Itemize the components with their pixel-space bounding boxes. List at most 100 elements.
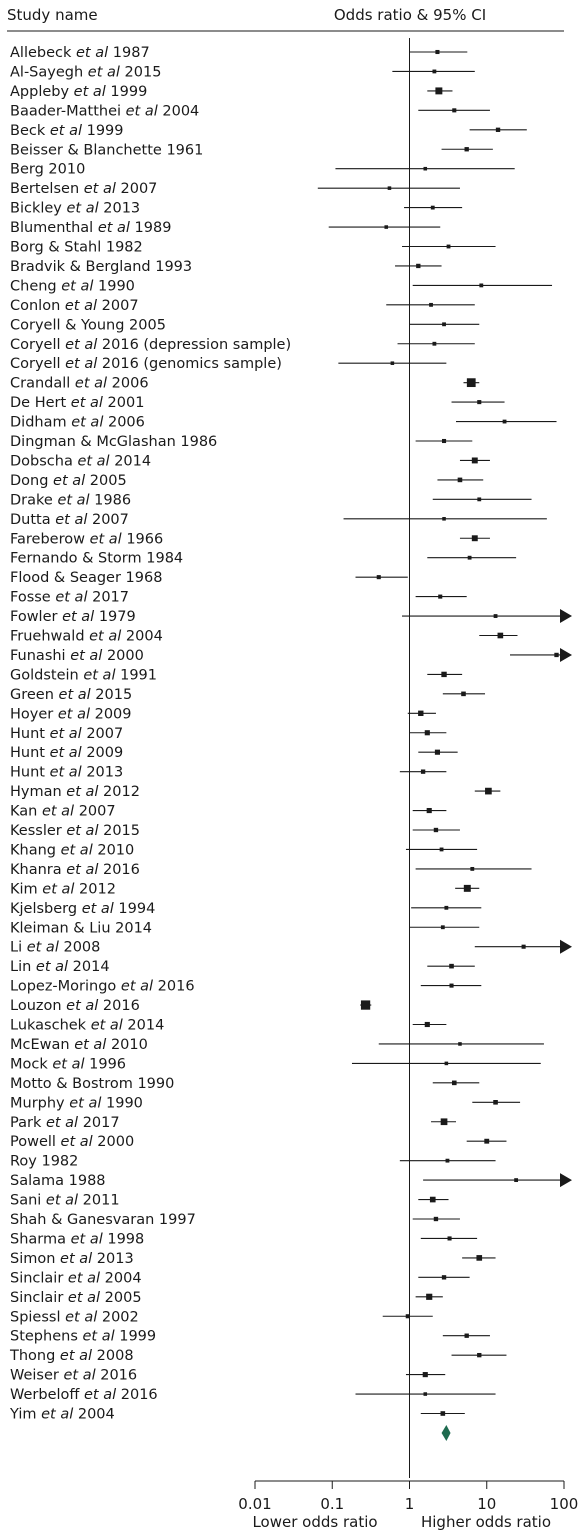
study-label-name: Thong: [9, 1348, 60, 1364]
study-label: Khang et al 2010: [10, 842, 134, 858]
study-label: Fosse et al 2017: [10, 590, 129, 606]
study-label: McEwan et al 2010: [10, 1037, 148, 1053]
odds-ratio-point: [432, 341, 437, 346]
study-label-name: Hyman: [10, 784, 66, 800]
study-label-et-al: et al: [66, 862, 98, 878]
study-label-year: 2004: [100, 1270, 142, 1286]
study-label-et-al: et al: [74, 84, 106, 100]
odds-ratio-point: [445, 1158, 450, 1163]
study-label-et-al: et al: [60, 1251, 92, 1267]
study-label-year: 2012: [98, 784, 140, 800]
study-label-year: 2016: [116, 1387, 158, 1403]
study-label: Yim et al 2004: [9, 1407, 115, 1423]
study-label: Lopez-Moringo et al 2016: [10, 979, 195, 995]
study-label: Hunt et al 2007: [10, 726, 123, 742]
study-row: Motto & Bostrom 1990: [10, 1076, 480, 1092]
study-row: Al-Sayegh et al 2015: [10, 64, 475, 80]
study-row: Fosse et al 2017: [10, 590, 467, 606]
study-label: Kleiman & Liu 2014: [10, 920, 152, 936]
study-label: Drake et al 1986: [10, 492, 131, 508]
study-label-year: 2016: [98, 862, 140, 878]
study-label-name: Shah & Ganesvaran 1997: [10, 1212, 196, 1228]
study-label-et-al: et al: [67, 201, 99, 217]
study-label-et-al: et al: [74, 1037, 106, 1053]
study-label-name: Didham: [10, 415, 71, 431]
x-tick-label: 100: [550, 1495, 579, 1513]
study-label-name: Kan: [10, 804, 42, 820]
study-row: Li et al 2008: [10, 939, 572, 956]
study-label: Flood & Seager 1968: [10, 570, 162, 586]
study-label-year: 2004: [121, 629, 163, 645]
odds-ratio-point: [497, 632, 504, 639]
study-row: Hunt et al 2009: [10, 745, 458, 761]
study-row: Kan et al 2007: [10, 804, 447, 820]
study-label-year: 2016: [98, 998, 140, 1014]
study-label: Kjelsberg et al 1994: [10, 901, 155, 917]
study-label-et-al: et al: [50, 123, 82, 139]
study-label-name: Kjelsberg: [10, 901, 82, 917]
study-label-year: 2004: [158, 103, 200, 119]
study-row: Hyman et al 2012: [10, 784, 501, 800]
study-label: Green et al 2015: [10, 687, 132, 703]
study-label: Sani et al 2011: [10, 1193, 120, 1209]
study-label: Appleby et al 1999: [10, 84, 147, 100]
study-label: Bickley et al 2013: [10, 201, 140, 217]
study-label-year: 2015: [98, 823, 140, 839]
study-row: Kleiman & Liu 2014: [10, 920, 480, 936]
study-label-et-al: et al: [41, 1407, 73, 1423]
study-label-name: Lopez-Moringo: [10, 979, 121, 995]
odds-ratio-point: [451, 1080, 457, 1086]
odds-ratio-point: [390, 361, 395, 365]
study-label-name: Hunt: [10, 765, 50, 781]
study-label-et-al: et al: [61, 842, 93, 858]
study-label-year: 2005: [100, 1290, 142, 1306]
header-odds-ratio-ci: Odds ratio & 95% CI: [334, 6, 486, 24]
study-label-name: Yim: [9, 1407, 41, 1423]
odds-ratio-point: [439, 847, 444, 852]
study-label: Hunt et al 2009: [10, 745, 123, 761]
study-label-et-al: et al: [71, 395, 103, 411]
odds-ratio-point: [464, 147, 469, 152]
study-label-name: Salama 1988: [10, 1173, 106, 1189]
study-label: Hyman et al 2012: [10, 784, 140, 800]
study-row: Didham et al 2006: [10, 415, 557, 431]
study-row: Appleby et al 1999: [10, 84, 453, 100]
x-tick-label: 0.1: [320, 1495, 344, 1513]
study-row: Green et al 2015: [10, 687, 486, 703]
study-label-et-al: et al: [83, 667, 115, 683]
odds-ratio-point: [457, 477, 463, 483]
study-label: Thong et al 2008: [9, 1348, 134, 1364]
study-label: Fruehwald et al 2004: [10, 629, 163, 645]
study-row: Khang et al 2010: [10, 842, 478, 858]
odds-ratio-point: [376, 575, 381, 580]
odds-ratio-point: [435, 87, 443, 95]
study-row: Drake et al 1986: [10, 492, 532, 508]
odds-ratio-point: [463, 884, 471, 892]
x-tick-label: 1: [405, 1495, 415, 1513]
study-label-year: 2006: [103, 415, 145, 431]
study-label: Sinclair et al 2005: [10, 1290, 142, 1306]
odds-ratio-point: [423, 1392, 428, 1396]
study-label-name: Khang: [10, 842, 61, 858]
study-row: Hoyer et al 2009: [10, 706, 436, 722]
study-label: Borg & Stahl 1982: [10, 240, 143, 256]
odds-ratio-point: [418, 710, 424, 716]
odds-ratio-point: [387, 186, 392, 190]
odds-ratio-point: [471, 457, 478, 464]
study-row: Mock et al 1996: [10, 1056, 541, 1072]
study-row: Lin et al 2014: [10, 959, 475, 975]
study-label: Li et al 2008: [10, 940, 100, 956]
study-label-name: Hunt: [10, 726, 50, 742]
x-tick-label: 10: [477, 1495, 496, 1513]
study-label-name: Li: [10, 940, 27, 956]
odds-ratio-point: [477, 497, 482, 502]
odds-ratio-point: [424, 1021, 430, 1028]
odds-ratio-point: [441, 671, 447, 678]
study-label-et-al: et al: [126, 103, 158, 119]
study-label-et-al: et al: [121, 979, 153, 995]
study-label-year: 2009: [90, 706, 132, 722]
study-row: Roy 1982: [10, 1154, 496, 1170]
odds-ratio-point: [360, 1000, 371, 1010]
header-study-name: Study name: [7, 6, 98, 24]
study-label-year: 1998: [103, 1231, 145, 1247]
